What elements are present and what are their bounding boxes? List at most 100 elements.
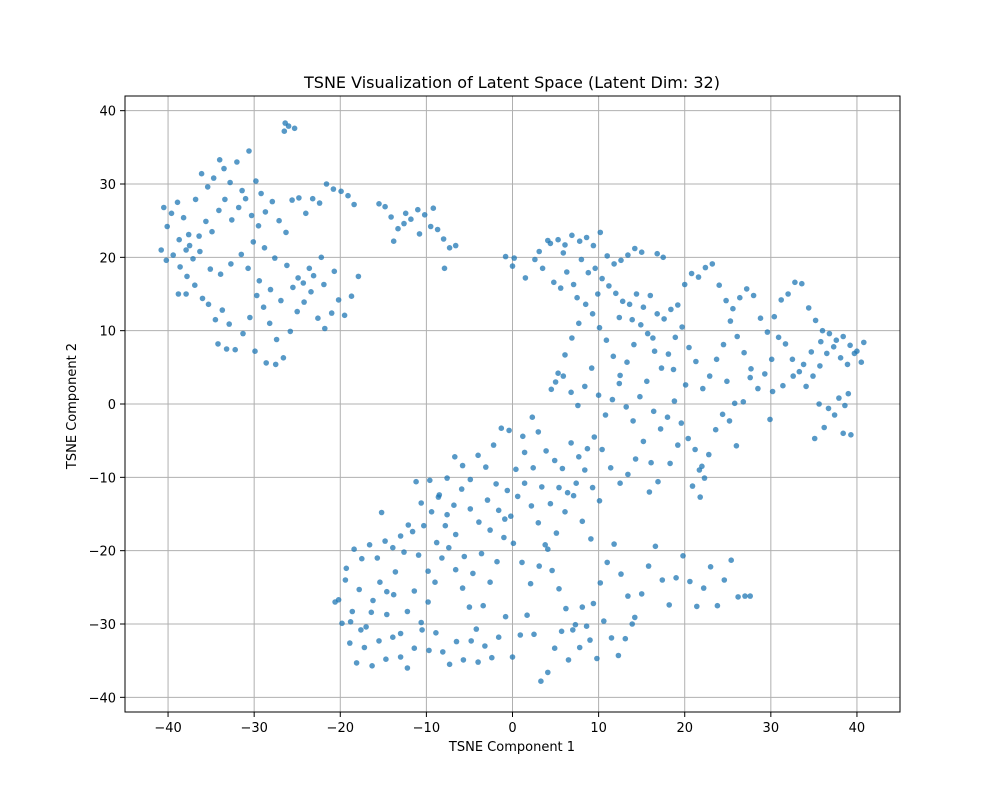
- data-point: [762, 371, 768, 377]
- data-point: [339, 620, 345, 627]
- data-point: [562, 352, 568, 358]
- data-point: [582, 383, 588, 390]
- data-point: [660, 254, 666, 261]
- data-point: [266, 320, 273, 327]
- data-point: [309, 195, 316, 202]
- data-point: [575, 402, 581, 409]
- data-point: [418, 500, 425, 506]
- x-axis-label: TSNE Component 1: [448, 740, 575, 755]
- data-point: [425, 599, 431, 605]
- data-point: [494, 558, 500, 565]
- data-point: [216, 207, 222, 214]
- data-point: [597, 580, 604, 586]
- data-point: [269, 198, 276, 205]
- data-point: [253, 178, 259, 184]
- data-point: [382, 538, 388, 544]
- data-point: [278, 297, 284, 304]
- data-point: [226, 321, 232, 327]
- data-point: [229, 217, 235, 223]
- axis-ticks: −40 −30 −20 −10 0 10 20 30 40 −40 −30 −20 −10 0 10 20 30…: [89, 105, 866, 736]
- data-point: [478, 550, 485, 557]
- data-point: [245, 265, 251, 272]
- y-axis-label: TSNE Component 2: [65, 343, 80, 470]
- data-point: [401, 549, 407, 555]
- data-point: [767, 416, 773, 423]
- data-point: [421, 212, 428, 218]
- data-point: [397, 533, 404, 539]
- data-point: [252, 348, 258, 355]
- data-point: [461, 553, 468, 560]
- data-point: [242, 195, 249, 202]
- data-point: [452, 242, 459, 249]
- data-point: [572, 621, 579, 628]
- data-point: [808, 349, 815, 355]
- data-point: [584, 445, 591, 452]
- data-point: [397, 630, 404, 637]
- data-point: [737, 294, 743, 301]
- data-point: [650, 408, 657, 415]
- data-point: [184, 273, 190, 280]
- data-point: [470, 570, 476, 577]
- data-point: [599, 275, 605, 282]
- data-point: [665, 351, 672, 357]
- data-point: [446, 661, 453, 668]
- data-point: [654, 250, 660, 257]
- data-point: [755, 385, 761, 392]
- data-point: [444, 511, 450, 518]
- data-point: [570, 492, 577, 499]
- data-point: [595, 291, 601, 297]
- data-point: [837, 355, 844, 361]
- data-point: [573, 480, 579, 487]
- data-point: [578, 256, 585, 263]
- data-point: [255, 223, 262, 229]
- data-point: [576, 454, 582, 460]
- data-point: [199, 295, 206, 302]
- data-point: [726, 418, 733, 424]
- data-point: [296, 195, 302, 201]
- data-point: [734, 333, 740, 340]
- data-point: [644, 330, 651, 337]
- data-point: [335, 297, 342, 303]
- data-point: [619, 298, 626, 305]
- data-point: [538, 678, 544, 684]
- data-point: [735, 594, 741, 600]
- data-point: [632, 456, 639, 462]
- data-point: [790, 373, 796, 379]
- x-tick-label: 40: [849, 721, 866, 736]
- data-point: [405, 522, 412, 528]
- data-point: [616, 380, 623, 387]
- data-point: [687, 578, 693, 585]
- data-point: [825, 405, 832, 412]
- data-point: [831, 412, 838, 418]
- data-point: [351, 201, 357, 208]
- data-point: [378, 509, 385, 516]
- data-point: [425, 568, 431, 574]
- data-point: [583, 623, 590, 629]
- data-point: [294, 308, 301, 315]
- data-point: [576, 644, 583, 651]
- data-point: [223, 346, 230, 352]
- data-point: [164, 223, 170, 230]
- data-point: [574, 294, 580, 301]
- data-point: [514, 493, 521, 500]
- data-point: [332, 599, 338, 605]
- data-point: [712, 426, 719, 433]
- data-point: [409, 528, 416, 535]
- data-point: [681, 281, 688, 288]
- data-point: [377, 579, 383, 585]
- data-point: [321, 281, 327, 288]
- data-point: [473, 626, 480, 632]
- data-point: [418, 619, 425, 626]
- data-point: [673, 575, 679, 581]
- data-point: [589, 484, 596, 491]
- data-point: [638, 591, 645, 597]
- data-point: [376, 638, 382, 644]
- data-point: [390, 544, 396, 551]
- data-point: [446, 245, 453, 251]
- data-point: [356, 586, 363, 593]
- data-point: [433, 630, 439, 636]
- data-point: [235, 204, 242, 211]
- data-point: [238, 251, 245, 258]
- x-tick-label: −40: [154, 721, 181, 736]
- data-point: [833, 337, 840, 344]
